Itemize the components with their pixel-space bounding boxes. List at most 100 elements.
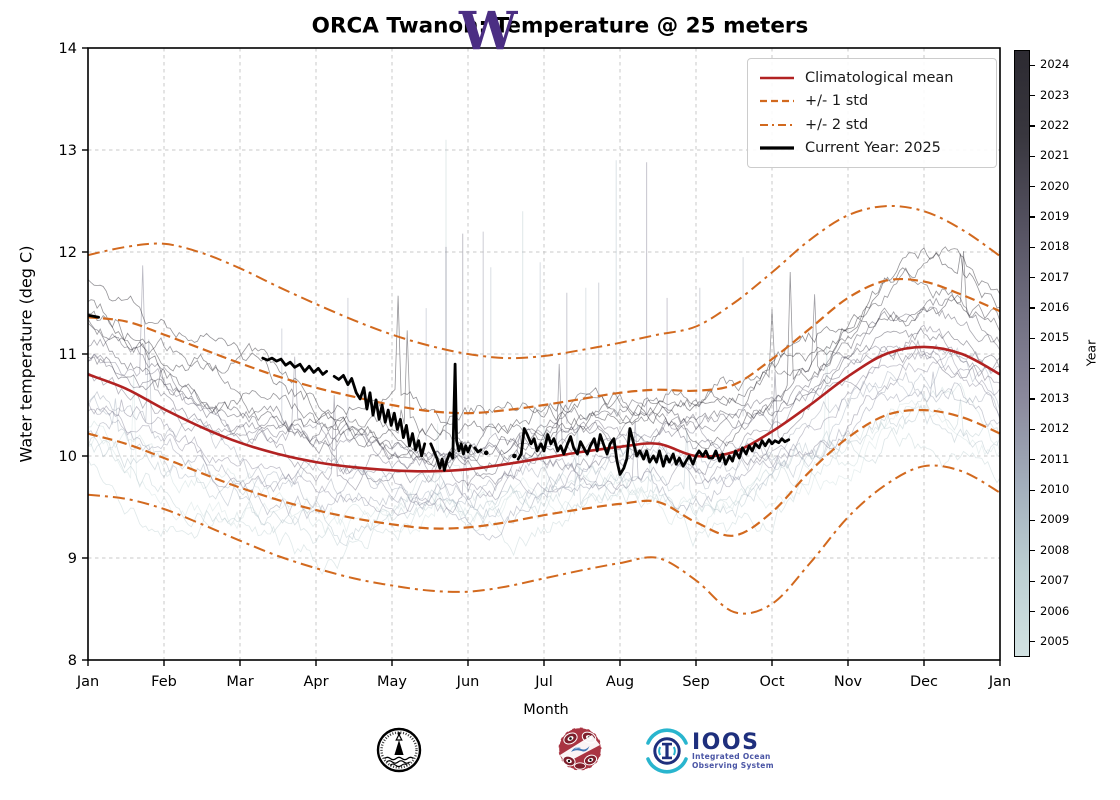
x-tick-label: Feb xyxy=(151,674,177,690)
orca-buoy-logo-icon xyxy=(376,727,422,773)
colorbar-title: Year xyxy=(1083,339,1099,367)
colorbar-year-label: 2008 xyxy=(1040,542,1070,557)
colorbar-year-label: 2013 xyxy=(1040,391,1070,405)
y-tick-label: 8 xyxy=(68,653,77,669)
x-tick-label: Jun xyxy=(456,674,480,690)
legend: Climatological mean +/- 1 std +/- 2 std … xyxy=(747,58,997,168)
colorbar-year-label: 2007 xyxy=(1040,573,1070,588)
tribal-logo-icon xyxy=(557,726,603,772)
y-axis-label: Water temperature (deg C) xyxy=(16,245,36,463)
colorbar-tick xyxy=(1030,337,1035,339)
chart-title: ORCA Twanoh: Temperature @ 25 meters xyxy=(311,13,809,39)
history-line-2013 xyxy=(88,351,1000,516)
colorbar-tick xyxy=(1030,398,1035,400)
colorbar-year-label: 2012 xyxy=(1040,421,1070,436)
legend-label-std2: +/- 2 std xyxy=(805,116,869,133)
y-tick-label: 12 xyxy=(59,245,77,261)
history-line-2006 xyxy=(88,346,1000,535)
colorbar-tick xyxy=(1030,186,1035,188)
legend-item-current: Current Year: 2025 xyxy=(758,137,986,161)
history-line-2023 xyxy=(88,246,1000,451)
legend-label-mean: Climatological mean xyxy=(805,69,954,86)
history-line-2008 xyxy=(88,392,1000,547)
x-axis-label: Month xyxy=(523,702,569,718)
x-tick-label: Nov xyxy=(834,674,863,690)
colorbar-tick xyxy=(1030,155,1035,157)
x-tick-label: Sep xyxy=(682,674,709,690)
current-year-line xyxy=(516,427,791,476)
colorbar-tick xyxy=(1030,580,1035,582)
y-tick-label: 14 xyxy=(59,41,77,57)
axis-ticks xyxy=(82,47,1001,666)
colorbar-year-label: 2014 xyxy=(1040,360,1070,375)
minus-1-std-line xyxy=(88,408,1000,537)
plus-1-std-line xyxy=(88,277,1000,415)
x-tick-label: Oct xyxy=(759,674,784,690)
history-line-2022 xyxy=(88,271,1000,468)
colorbar-tick xyxy=(1030,64,1035,66)
y-tick-label: 13 xyxy=(59,143,77,159)
uw-logo: W xyxy=(459,1,518,62)
colorbar-year-label: 2020 xyxy=(1040,178,1070,193)
legend-item-std1: +/- 1 std xyxy=(758,90,986,114)
history-line-2021 xyxy=(88,251,1000,456)
history-line-2017 xyxy=(88,339,1000,484)
x-tick-label: Mar xyxy=(226,674,253,690)
y-tick-label: 10 xyxy=(59,449,77,465)
colorbar-year-label: 2006 xyxy=(1040,603,1070,618)
colorbar-year-label: 2022 xyxy=(1040,117,1070,132)
ioos-logo-icon xyxy=(646,728,688,774)
history-line-2011 xyxy=(88,339,1000,509)
legend-line-std1-icon xyxy=(760,100,794,103)
colorbar-year-label: 2015 xyxy=(1040,330,1070,345)
legend-line-std2-icon xyxy=(760,123,794,126)
colorbar-tick xyxy=(1030,641,1035,643)
x-tick-label: Dec xyxy=(910,674,938,690)
colorbar-tick xyxy=(1030,368,1035,370)
current-year-line xyxy=(332,374,427,458)
colorbar-year-label: 2023 xyxy=(1040,87,1070,102)
colorbar-year-label: 2009 xyxy=(1040,512,1070,527)
colorbar-tick xyxy=(1030,216,1035,218)
current-year-dot xyxy=(512,453,517,459)
legend-item-mean: Climatological mean xyxy=(758,66,986,90)
x-tick-label: May xyxy=(377,674,407,690)
legend-item-std2: +/- 2 std xyxy=(758,113,986,137)
climatological-mean-line xyxy=(88,345,1000,473)
history-line-2020 xyxy=(88,294,1000,473)
plus-2-std-line xyxy=(88,204,1000,360)
colorbar-year-label: 2016 xyxy=(1040,300,1070,314)
current-year-line xyxy=(429,362,472,472)
grid xyxy=(87,48,1001,660)
colorbar-tick xyxy=(1030,307,1035,309)
x-tick-label: Jan xyxy=(76,674,99,690)
history-line-2010 xyxy=(88,346,1000,524)
colorbar-year-label: 2010 xyxy=(1040,482,1070,497)
history-line-2005 xyxy=(88,373,1000,535)
legend-line-current-icon xyxy=(760,146,794,150)
minus-2-std-line xyxy=(88,464,1000,615)
ioos-subtitle-line1: Integrated Ocean xyxy=(692,752,771,761)
logo-row: W xyxy=(0,4,1120,784)
y-tick-label: 9 xyxy=(68,551,77,567)
ioos-subtitle-line2: Observing System xyxy=(692,761,774,770)
ioos-title: IOOS xyxy=(692,730,760,755)
colorbar xyxy=(1014,50,1030,657)
legend-label-current: Current Year: 2025 xyxy=(805,140,941,157)
current-year-line xyxy=(88,313,100,319)
colorbar-year-label: 2024 xyxy=(1040,57,1070,72)
colorbar-tick xyxy=(1030,94,1035,97)
data-layer xyxy=(88,139,1000,615)
colorbar-tick xyxy=(1030,428,1035,431)
history-line-2012 xyxy=(88,371,1000,541)
history-line-2024 xyxy=(88,247,1000,435)
x-tick-label: Aug xyxy=(606,674,634,690)
colorbar-year-label: 2021 xyxy=(1040,148,1070,163)
colorbar-tick xyxy=(1030,277,1035,279)
colorbar-tick xyxy=(1030,459,1035,461)
colorbar-year-label: 2011 xyxy=(1040,451,1070,466)
colorbar-tick xyxy=(1030,489,1035,491)
x-tick-label: Jan xyxy=(988,674,1011,690)
